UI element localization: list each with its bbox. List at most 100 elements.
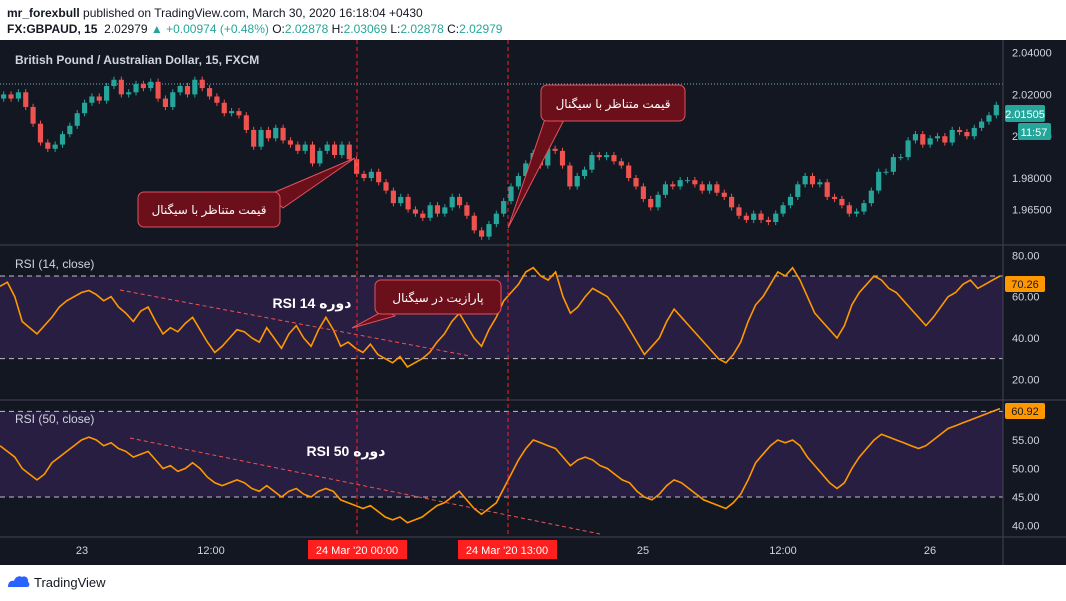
highlight-time-label-2: 24 Mar '20 13:00 — [466, 545, 548, 557]
candle-body — [479, 230, 485, 237]
tradingview-brand[interactable]: TradingView — [34, 575, 106, 590]
chart-canvas[interactable]: British Pound / Australian Dollar, 15, F… — [0, 40, 1066, 565]
price-callout-2[interactable]: قیمت متناظر با سیگنال — [507, 84, 686, 229]
candle-body — [192, 79, 198, 95]
footer: TradingView — [0, 565, 1066, 601]
rsi14-value-badge — [1005, 276, 1045, 292]
candle-body — [339, 144, 345, 156]
candle-body — [736, 207, 742, 216]
candle-body — [15, 92, 21, 99]
price-pane[interactable]: British Pound / Australian Dollar, 15, F… — [0, 53, 1003, 240]
candle-body — [184, 86, 191, 95]
candle-body — [177, 86, 183, 93]
candle-body — [751, 213, 757, 220]
candle-body — [508, 186, 514, 202]
candle-body — [111, 79, 117, 87]
rsi14-tick-label: 40.00 — [1012, 333, 1040, 345]
time-axis[interactable]: 23 12:00 25 12:00 26 24 Mar '20 00:00 24… — [76, 540, 936, 559]
rsi14-callout-box — [374, 279, 502, 315]
candle-body — [104, 86, 110, 101]
candle-body — [626, 165, 632, 179]
high-label: H: — [331, 22, 344, 36]
candle-body — [206, 88, 213, 97]
rsi14-divergence-trendline[interactable] — [119, 289, 471, 357]
rsi50-pane[interactable]: RSI (50, close) — [0, 407, 1003, 524]
candle-body — [640, 186, 646, 199]
candle-body — [74, 113, 80, 126]
price-tick-label: 2.04000 — [1012, 48, 1052, 60]
rsi14-callout[interactable]: پارازیت در سیگنال — [351, 279, 502, 329]
candle-body — [574, 175, 580, 187]
candle-body — [604, 155, 610, 158]
candle-body — [648, 198, 654, 208]
candle-body — [861, 203, 867, 212]
rsi14-axis[interactable]: 80.00 60.00 40.00 20.00 — [1012, 250, 1040, 386]
candle-body — [883, 171, 889, 173]
candle-body — [773, 213, 779, 222]
candle-body — [706, 184, 713, 191]
candle-body — [824, 182, 830, 197]
candle-body — [133, 83, 139, 93]
candle-body — [214, 96, 220, 103]
chart-header: mr_forexbull published on TradingView.co… — [0, 0, 1066, 40]
candle-body — [434, 205, 441, 214]
candle-body — [317, 150, 323, 164]
candle-body — [45, 142, 51, 149]
candle-body — [787, 196, 794, 206]
candle-body — [331, 144, 338, 156]
rsi14-value-badge-text: 70.26 — [1011, 279, 1039, 291]
candle-body — [758, 213, 764, 220]
candle-body — [442, 207, 448, 214]
candle-body — [986, 115, 992, 122]
candle-body — [368, 171, 374, 179]
candle-body — [868, 190, 874, 204]
close-label: C: — [447, 22, 460, 36]
high-value: 2.03069 — [343, 22, 387, 36]
candle-body — [162, 98, 169, 107]
rsi50-divergence-trendline[interactable] — [129, 437, 601, 535]
candle-body — [721, 192, 727, 197]
candle-body — [376, 171, 382, 183]
candle-body — [817, 182, 823, 185]
candle-body — [398, 196, 404, 204]
candle-body — [81, 102, 88, 114]
rsi50-tick-label: 50.00 — [1012, 464, 1040, 476]
candle-body — [427, 205, 433, 218]
rsi50-axis[interactable]: 55.00 50.00 45.00 40.00 — [1012, 435, 1040, 533]
candle-body — [8, 94, 14, 99]
candle-body — [258, 129, 264, 147]
candle-body — [420, 213, 426, 218]
candle-body — [383, 182, 389, 191]
highlight-time-label-2-bg — [458, 540, 557, 559]
candle-body — [979, 121, 985, 128]
open-label: O: — [272, 22, 285, 36]
symbol-line: FX:GBPAUD, 15 2.02979 ▲ +0.00974 (+0.48%… — [7, 22, 502, 36]
candle-body — [802, 175, 808, 185]
candle-body — [273, 127, 279, 139]
candle-body — [655, 194, 661, 208]
publisher-name[interactable]: mr_forexbull — [7, 6, 80, 20]
candle-body — [280, 127, 286, 141]
chart-area[interactable]: British Pound / Australian Dollar, 15, F… — [0, 40, 1066, 570]
price-callout-1[interactable]: قیمت متناظر با سیگنال — [137, 157, 356, 228]
candle-body — [295, 144, 301, 151]
candle-body — [471, 215, 477, 231]
candle-body — [30, 106, 36, 124]
candle-body — [559, 150, 566, 166]
price-callout-2-text: قیمت متناظر با سیگنال — [556, 97, 671, 112]
highlight-time-label-1-bg — [308, 540, 407, 559]
candle-body — [140, 83, 146, 89]
candle-body — [302, 144, 308, 151]
tradingview-logo-icon[interactable] — [7, 573, 31, 589]
candle-body — [126, 92, 132, 95]
candle-body — [67, 125, 73, 135]
rsi14-tick-label: 80.00 — [1012, 250, 1040, 262]
candle-body — [346, 144, 352, 160]
last-price-badge — [1005, 105, 1045, 122]
price-change: +0.00974 (+0.48%) — [166, 22, 269, 36]
candle-body — [942, 136, 948, 143]
candle-body — [839, 198, 845, 206]
candle-body — [714, 184, 720, 193]
candle-body — [846, 205, 852, 214]
